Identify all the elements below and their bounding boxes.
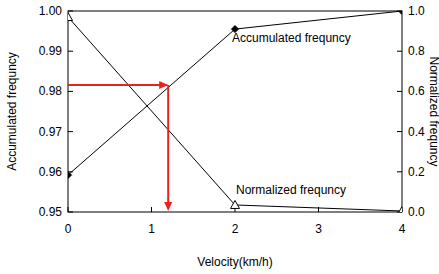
x-tick: [151, 207, 152, 212]
series-label: Accumulated frequncy: [232, 31, 351, 45]
y-tick-label: 0.97: [39, 125, 63, 139]
series-line: [68, 17, 402, 211]
y-axis-title: Accumulated frequncy: [5, 52, 19, 171]
y2-tick-label: 0.0: [408, 205, 425, 219]
y2-axis-title: Normalized frequncy: [427, 56, 439, 166]
y2-tick-label: 1.0: [408, 4, 425, 18]
y2-tick: [397, 91, 402, 92]
y2-tick: [397, 131, 402, 132]
y-tick-label: 0.99: [39, 44, 63, 58]
y2-tick: [397, 51, 402, 52]
plot-data: [68, 11, 402, 212]
y-tick-label: 0.95: [39, 205, 63, 219]
x-tick-label: 4: [399, 222, 406, 236]
plot-frame: [68, 11, 402, 212]
x-tick-label: 3: [315, 222, 322, 236]
reading-arrowhead-v: [164, 202, 172, 211]
reading-arrow-h: [68, 84, 167, 86]
y-tick: [68, 51, 73, 52]
reading-arrow-v: [167, 85, 169, 204]
y-tick-label: 1.00: [39, 4, 63, 18]
y2-tick-label: 0.4: [408, 125, 425, 139]
y-tick: [68, 212, 73, 213]
series-marker: [68, 172, 72, 179]
series-label: Normalized frequncy: [236, 183, 346, 197]
series-marker: [231, 200, 240, 208]
y2-tick-label: 0.2: [408, 165, 425, 179]
y2-tick: [397, 171, 402, 172]
y-tick: [68, 11, 73, 12]
y-tick-label: 0.96: [39, 165, 63, 179]
x-tick-label: 1: [148, 222, 155, 236]
y2-tick-label: 0.6: [408, 84, 425, 98]
series-marker: [399, 11, 403, 15]
reading-arrowhead-h: [159, 81, 168, 89]
x-tick-label: 2: [232, 222, 239, 236]
y-tick: [68, 91, 73, 92]
chart: 0 1 2 3 4 0.95 0.96 0.97 0.98 0.99 1.00 0.0 0.2 0.4 0.…: [0, 0, 439, 274]
series-marker: [398, 206, 403, 212]
series-line: [68, 11, 402, 175]
y-tick: [68, 131, 73, 132]
series-marker: [68, 13, 73, 21]
y-tick-label: 0.98: [39, 84, 63, 98]
x-tick: [68, 207, 69, 212]
x-axis-title: Velocity(km/h): [197, 255, 272, 269]
x-tick-label: 0: [65, 222, 72, 236]
y2-tick-label: 0.8: [408, 44, 425, 58]
